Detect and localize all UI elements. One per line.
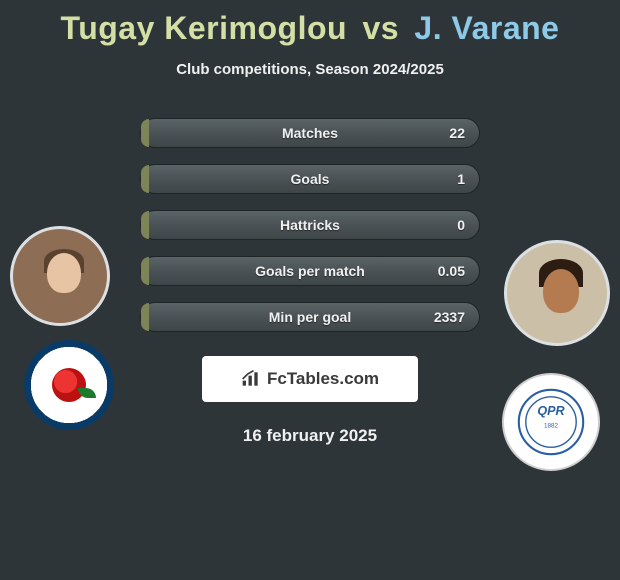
chart-icon	[241, 370, 261, 388]
svg-text:QPR: QPR	[537, 404, 565, 418]
player2-avatar	[504, 240, 610, 346]
brand-box: FcTables.com	[202, 356, 418, 402]
player2-club-badge: QPR 1882	[502, 373, 600, 471]
page-title: Tugay Kerimoglou vs J. Varane	[0, 0, 620, 47]
title-player1: Tugay Kerimoglou	[61, 10, 348, 46]
stat-label: Hattricks	[280, 217, 340, 233]
comparison-section: QPR 1882 Matches 22 Goals 1 Hattricks 0 …	[0, 118, 620, 348]
stat-value-right: 0.05	[438, 263, 465, 279]
stat-row-matches: Matches 22	[140, 118, 480, 148]
player1-avatar	[10, 226, 110, 326]
stat-row-min-per-goal: Min per goal 2337	[140, 302, 480, 332]
brand-text: FcTables.com	[267, 369, 379, 389]
stat-value-right: 2337	[434, 309, 465, 325]
stat-label: Matches	[282, 125, 338, 141]
stat-value-right: 0	[457, 217, 465, 233]
player1-club-badge	[24, 340, 114, 430]
stat-row-hattricks: Hattricks 0	[140, 210, 480, 240]
stat-value-right: 22	[449, 125, 465, 141]
stat-label: Goals per match	[255, 263, 365, 279]
stat-row-goals: Goals 1	[140, 164, 480, 194]
title-player2: J. Varane	[414, 10, 559, 46]
subtitle: Club competitions, Season 2024/2025	[0, 61, 620, 78]
title-vs: vs	[362, 10, 399, 46]
stat-label: Goals	[291, 171, 330, 187]
stat-bars: Matches 22 Goals 1 Hattricks 0 Goals per…	[140, 118, 480, 348]
stat-value-right: 1	[457, 171, 465, 187]
stat-label: Min per goal	[269, 309, 351, 325]
svg-text:1882: 1882	[544, 423, 559, 430]
stat-row-goals-per-match: Goals per match 0.05	[140, 256, 480, 286]
